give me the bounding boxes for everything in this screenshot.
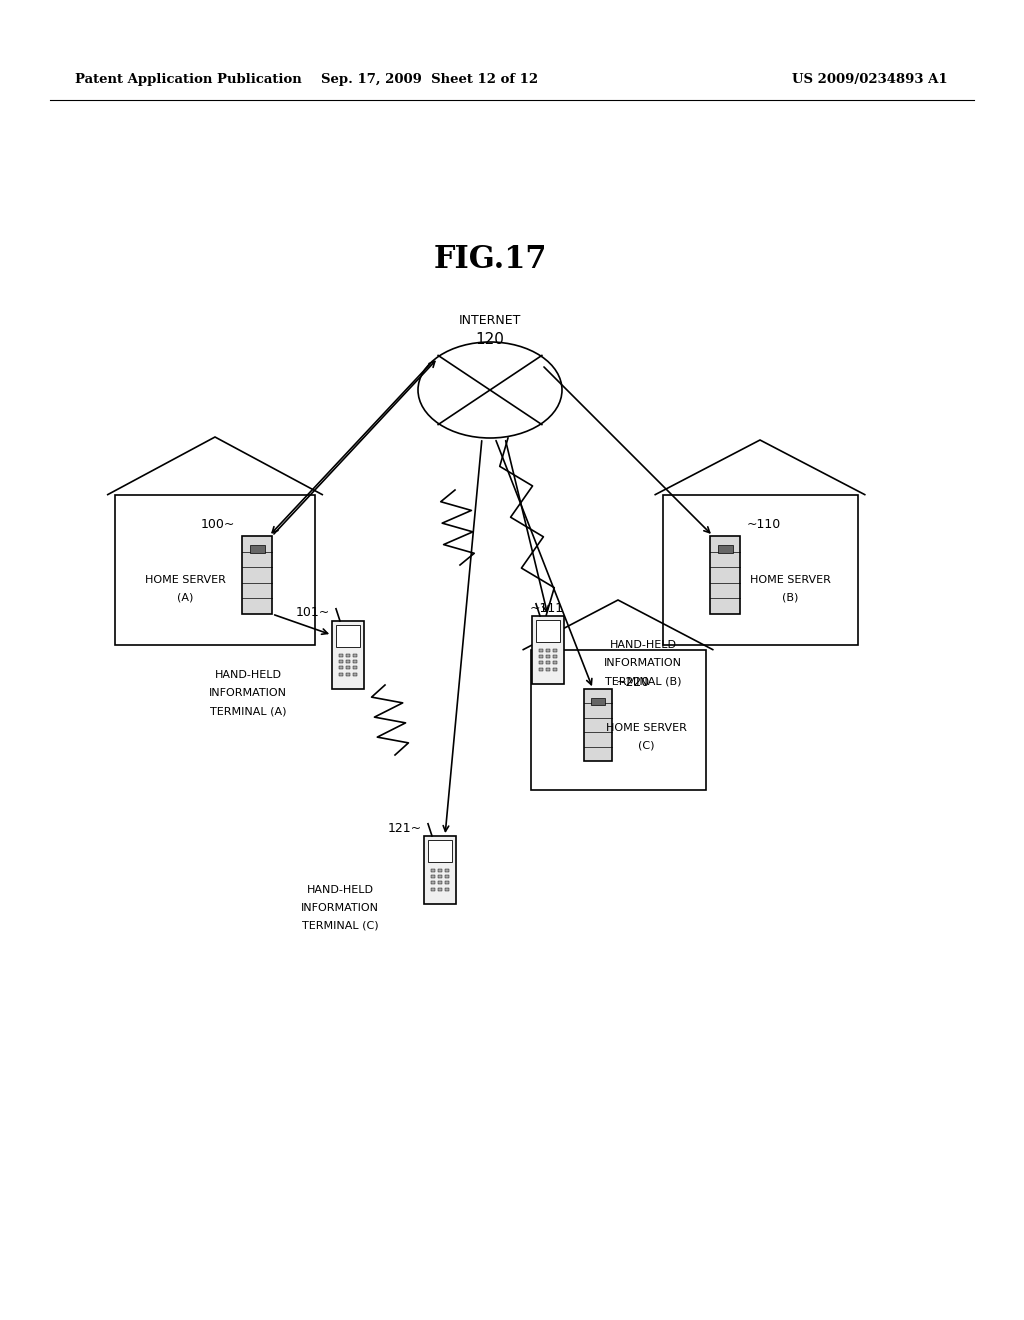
Polygon shape bbox=[431, 875, 435, 878]
Text: TERMINAL (B): TERMINAL (B) bbox=[605, 676, 681, 686]
Text: Patent Application Publication: Patent Application Publication bbox=[75, 74, 302, 87]
Polygon shape bbox=[718, 545, 732, 553]
Text: HOME SERVER: HOME SERVER bbox=[605, 723, 686, 733]
Text: HAND-HELD: HAND-HELD bbox=[214, 671, 282, 680]
Polygon shape bbox=[591, 698, 605, 705]
Polygon shape bbox=[539, 661, 543, 664]
Text: ~220: ~220 bbox=[616, 676, 650, 689]
Text: HOME SERVER: HOME SERVER bbox=[750, 576, 830, 585]
Polygon shape bbox=[584, 689, 612, 762]
Text: (B): (B) bbox=[781, 593, 798, 603]
Polygon shape bbox=[438, 888, 442, 891]
Polygon shape bbox=[339, 667, 343, 669]
Polygon shape bbox=[553, 661, 557, 664]
Polygon shape bbox=[539, 668, 543, 671]
Polygon shape bbox=[353, 667, 357, 669]
Polygon shape bbox=[346, 667, 350, 669]
Polygon shape bbox=[339, 660, 343, 663]
Polygon shape bbox=[431, 869, 435, 871]
Polygon shape bbox=[553, 655, 557, 657]
Polygon shape bbox=[428, 840, 452, 862]
Text: TERMINAL (C): TERMINAL (C) bbox=[302, 921, 378, 931]
Polygon shape bbox=[546, 655, 550, 657]
Text: INTERNET: INTERNET bbox=[459, 314, 521, 326]
Polygon shape bbox=[250, 545, 264, 553]
Polygon shape bbox=[242, 536, 272, 614]
Polygon shape bbox=[546, 661, 550, 664]
Polygon shape bbox=[346, 673, 350, 676]
Polygon shape bbox=[710, 536, 740, 614]
Polygon shape bbox=[445, 875, 449, 878]
Polygon shape bbox=[438, 875, 442, 878]
Polygon shape bbox=[546, 668, 550, 671]
Text: ~111: ~111 bbox=[530, 602, 564, 615]
Text: INFORMATION: INFORMATION bbox=[209, 688, 287, 698]
Polygon shape bbox=[332, 620, 364, 689]
Polygon shape bbox=[346, 660, 350, 663]
Polygon shape bbox=[438, 869, 442, 871]
Polygon shape bbox=[553, 648, 557, 652]
Text: INFORMATION: INFORMATION bbox=[301, 903, 379, 913]
Polygon shape bbox=[546, 648, 550, 652]
Polygon shape bbox=[539, 655, 543, 657]
Text: FIG.17: FIG.17 bbox=[433, 244, 547, 276]
Polygon shape bbox=[445, 869, 449, 871]
Text: INFORMATION: INFORMATION bbox=[604, 657, 682, 668]
Polygon shape bbox=[445, 882, 449, 884]
Polygon shape bbox=[339, 653, 343, 656]
Text: HAND-HELD: HAND-HELD bbox=[609, 640, 677, 649]
Polygon shape bbox=[431, 882, 435, 884]
Text: HOME SERVER: HOME SERVER bbox=[144, 576, 225, 585]
Polygon shape bbox=[438, 882, 442, 884]
Polygon shape bbox=[553, 668, 557, 671]
Text: TERMINAL (A): TERMINAL (A) bbox=[210, 706, 287, 715]
Text: 120: 120 bbox=[475, 333, 505, 347]
Text: US 2009/0234893 A1: US 2009/0234893 A1 bbox=[793, 74, 948, 87]
Polygon shape bbox=[431, 888, 435, 891]
Text: (C): (C) bbox=[638, 741, 654, 751]
Polygon shape bbox=[353, 660, 357, 663]
Text: 101~: 101~ bbox=[296, 606, 330, 619]
Text: HAND-HELD: HAND-HELD bbox=[306, 884, 374, 895]
Text: 121~: 121~ bbox=[388, 821, 422, 834]
Polygon shape bbox=[537, 620, 559, 642]
Text: Sep. 17, 2009  Sheet 12 of 12: Sep. 17, 2009 Sheet 12 of 12 bbox=[322, 74, 539, 87]
Text: 100~: 100~ bbox=[201, 519, 234, 532]
Polygon shape bbox=[353, 653, 357, 656]
Polygon shape bbox=[339, 673, 343, 676]
Polygon shape bbox=[532, 616, 564, 684]
Polygon shape bbox=[337, 626, 359, 647]
Polygon shape bbox=[445, 888, 449, 891]
Ellipse shape bbox=[418, 342, 562, 438]
Text: (A): (A) bbox=[177, 593, 194, 603]
Polygon shape bbox=[346, 653, 350, 656]
Polygon shape bbox=[424, 836, 456, 904]
Text: ~110: ~110 bbox=[746, 519, 781, 532]
Polygon shape bbox=[539, 648, 543, 652]
Polygon shape bbox=[353, 673, 357, 676]
